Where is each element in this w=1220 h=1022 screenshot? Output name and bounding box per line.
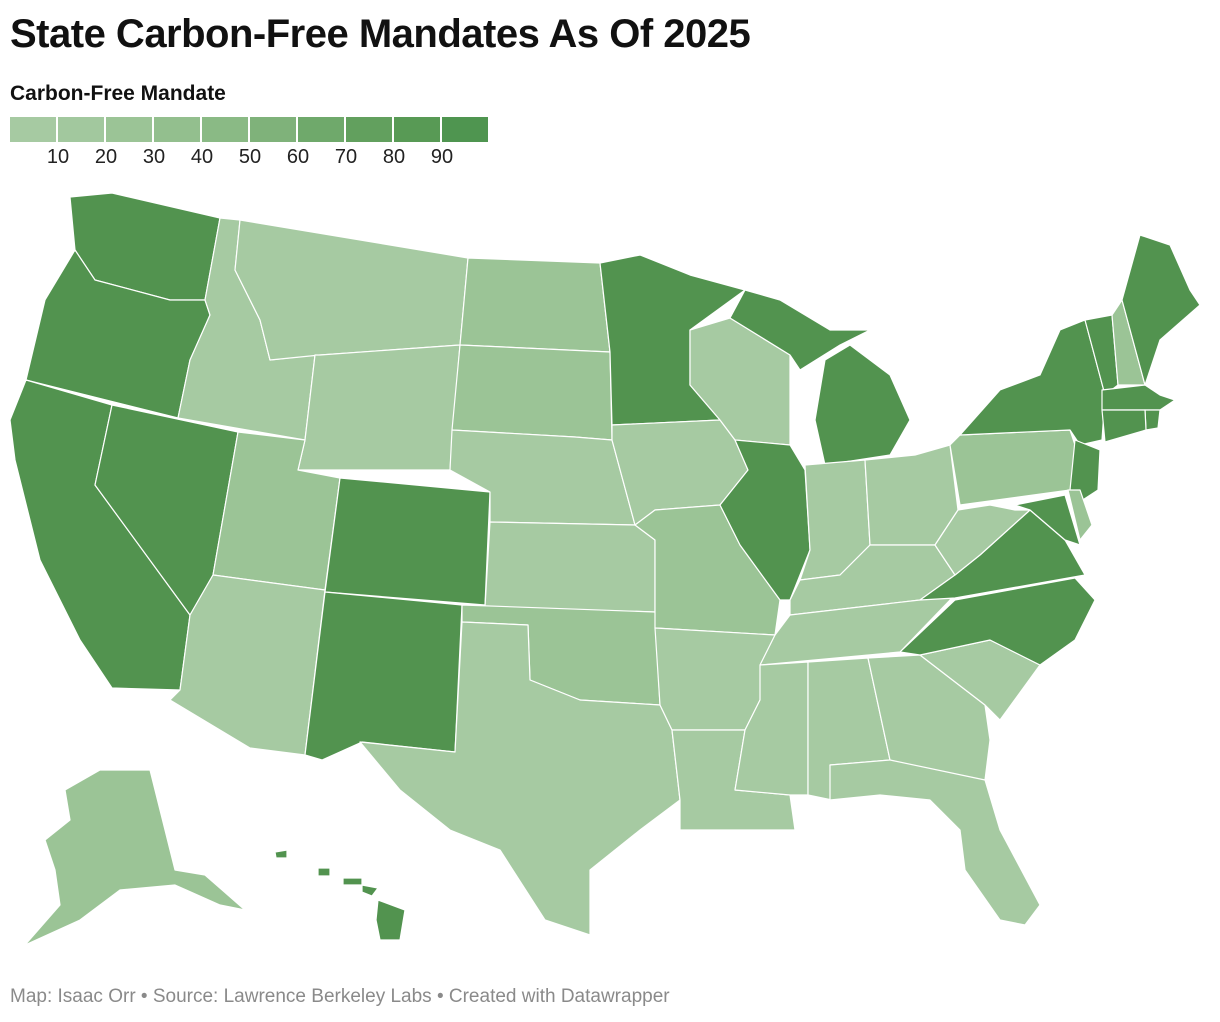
legend-swatch bbox=[106, 117, 152, 142]
legend-swatch bbox=[154, 117, 200, 142]
legend-title: Carbon-Free Mandate bbox=[10, 82, 226, 105]
legend-tick-70: 70 bbox=[334, 146, 358, 168]
legend-swatch bbox=[298, 117, 344, 142]
legend-ticks: 10 20 30 40 50 60 70 80 90 bbox=[10, 146, 490, 172]
legend-swatch bbox=[250, 117, 296, 142]
legend-tick-50: 50 bbox=[238, 146, 262, 168]
state-texas bbox=[359, 621, 681, 936]
legend-swatch bbox=[394, 117, 440, 142]
state-south-dakota bbox=[451, 344, 613, 441]
legend-tick-30: 30 bbox=[142, 146, 166, 168]
legend-tick-20: 20 bbox=[94, 146, 118, 168]
state-montana bbox=[234, 219, 469, 361]
legend-tick-10: 10 bbox=[46, 146, 70, 168]
legend-swatch bbox=[58, 117, 104, 142]
state-wyoming bbox=[297, 344, 461, 471]
us-choropleth-map bbox=[9, 192, 1201, 946]
state-alaska bbox=[24, 769, 246, 946]
state-new-jersey bbox=[1069, 439, 1101, 506]
legend-tick-40: 40 bbox=[190, 146, 214, 168]
state-hawaii bbox=[274, 849, 406, 941]
state-west-virginia bbox=[934, 504, 1031, 576]
state-north-dakota bbox=[459, 257, 611, 353]
legend-swatch bbox=[442, 117, 488, 142]
source-footer: Map: Isaac Orr • Source: Lawrence Berkel… bbox=[10, 986, 670, 1007]
state-florida bbox=[829, 759, 1041, 926]
state-maryland bbox=[1014, 494, 1081, 546]
legend-swatch bbox=[10, 117, 56, 142]
legend-tick-90: 90 bbox=[430, 146, 454, 168]
legend-tick-60: 60 bbox=[286, 146, 310, 168]
legend-swatch bbox=[202, 117, 248, 142]
state-massachusetts bbox=[1101, 384, 1176, 411]
chart-title: State Carbon-Free Mandates As Of 2025 bbox=[10, 12, 751, 56]
state-kansas bbox=[484, 521, 656, 613]
state-connecticut bbox=[1101, 409, 1147, 443]
state-illinois bbox=[719, 439, 811, 601]
state-north-carolina bbox=[899, 577, 1096, 666]
state-delaware bbox=[1067, 489, 1093, 541]
state-colorado bbox=[324, 477, 491, 606]
legend-color-bar bbox=[10, 117, 490, 142]
state-new-york bbox=[959, 319, 1106, 446]
state-new-mexico bbox=[304, 591, 463, 761]
state-michigan bbox=[729, 289, 911, 466]
state-ohio bbox=[864, 444, 959, 546]
state-maine bbox=[1121, 234, 1201, 386]
legend-swatch bbox=[346, 117, 392, 142]
legend-tick-80: 80 bbox=[382, 146, 406, 168]
state-rhode-island bbox=[1144, 409, 1161, 431]
state-pennsylvania bbox=[949, 429, 1081, 506]
